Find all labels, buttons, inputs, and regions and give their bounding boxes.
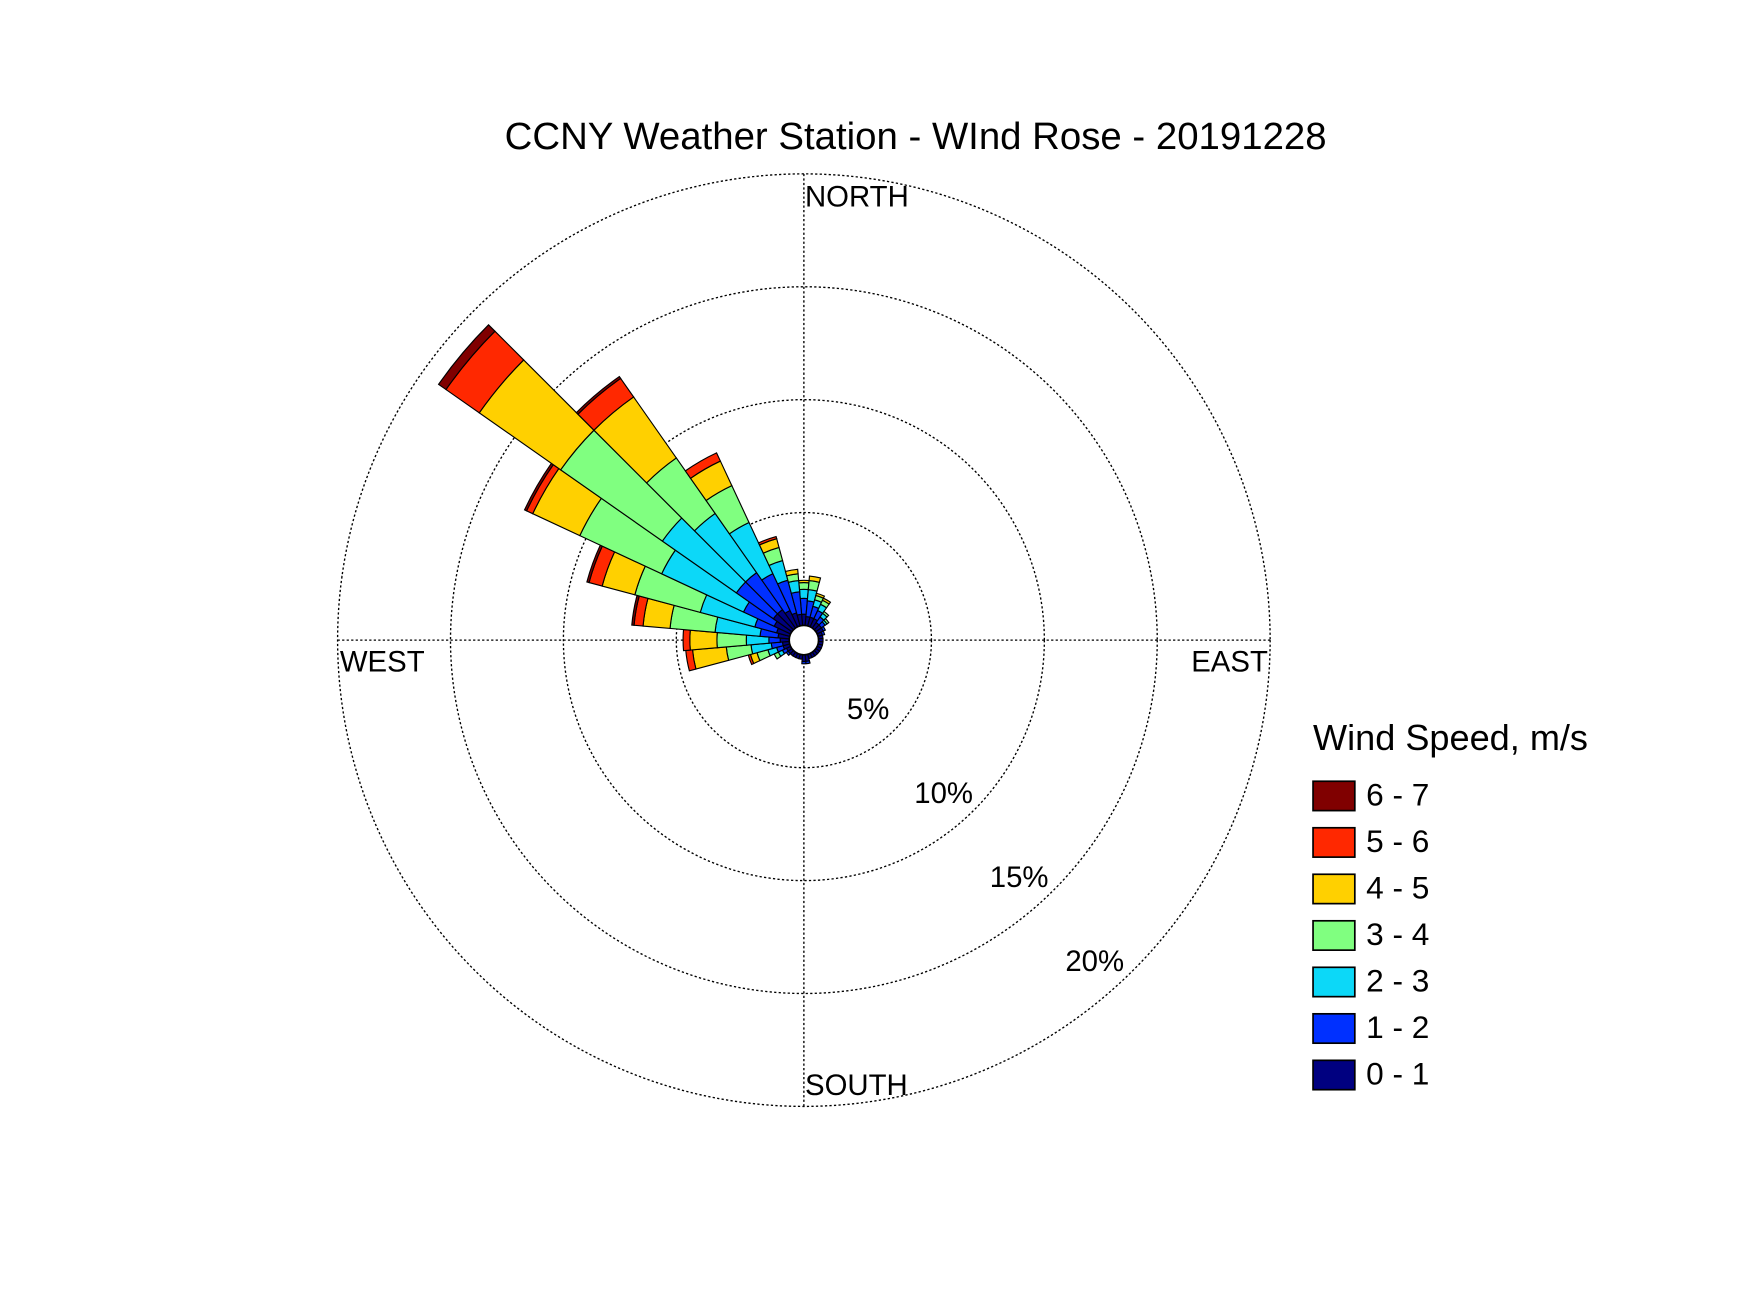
wedge [437,324,496,391]
r-tick-label: 10% [914,777,973,810]
chart-title: CCNY Weather Station - WInd Rose - 20191… [505,115,1327,158]
wedge [821,597,832,605]
legend-label: 1 - 2 [1366,1009,1429,1045]
wedge [801,660,807,665]
legend-label: 2 - 3 [1366,962,1429,998]
wedge [682,628,691,652]
legend-swatch [1312,1012,1356,1045]
wedge [689,629,718,651]
wedge [808,575,822,584]
compass-label: WEST [340,646,425,679]
wedge [823,617,830,625]
legend-swatch [1312,1059,1356,1091]
legend-swatch [1312,873,1356,905]
wedge [821,610,830,618]
legend-swatch [1312,919,1356,951]
wedge [798,588,809,600]
compass-label: SOUTH [805,1069,908,1102]
legend-swatch [1312,780,1356,812]
legend-swatch [1312,966,1356,998]
r-tick-label: 5% [847,693,889,726]
legend-label: 0 - 1 [1366,1055,1429,1091]
r-tick-label: 15% [990,861,1049,894]
wedge [798,581,810,591]
legend-label: 6 - 7 [1366,776,1429,812]
legend-title: Wind Speed, m/s [1313,717,1588,758]
wedge [684,452,722,480]
legend-label: 4 - 5 [1366,869,1429,905]
wedge [575,375,622,416]
legend-swatch [1312,826,1356,858]
wedge [798,579,810,584]
compass-label: NORTH [805,180,909,213]
wedge [820,630,826,636]
center-hole [788,624,820,656]
wedge [691,646,730,670]
r-tick-label: 20% [1065,945,1124,978]
legend-label: 3 - 4 [1366,916,1429,952]
compass-label: EAST [1191,646,1268,679]
wedge [757,535,778,546]
legend-label: 5 - 6 [1366,823,1429,859]
wedge [784,568,799,577]
